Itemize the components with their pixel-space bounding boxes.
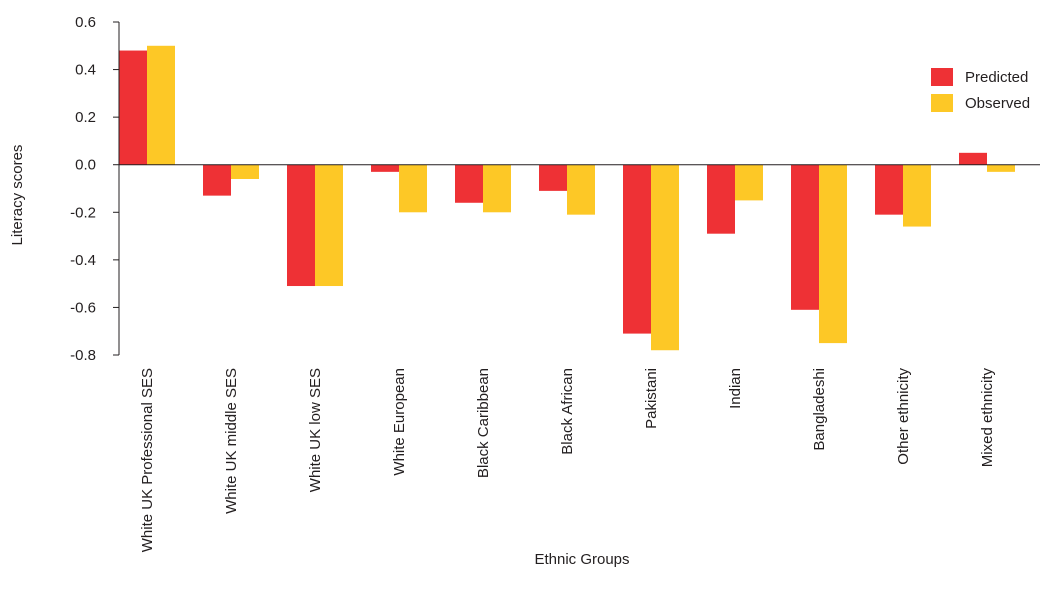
x-axis-title: Ethnic Groups xyxy=(534,551,629,568)
bar-predicted-1 xyxy=(203,164,231,196)
bar-predicted-10 xyxy=(959,152,987,165)
x-category-label: White European xyxy=(391,368,408,476)
x-category-label: White UK low SES xyxy=(307,368,324,492)
bar-predicted-5 xyxy=(539,164,567,191)
y-tick-label: -0.2 xyxy=(70,204,96,221)
x-category-label: Black African xyxy=(559,368,576,455)
bar-observed-9 xyxy=(903,164,931,227)
y-axis-title: Literacy scores xyxy=(9,145,26,246)
bar-predicted-8 xyxy=(791,164,819,310)
legend: Predicted Observed xyxy=(931,68,1030,112)
bars-group xyxy=(119,45,1015,351)
legend-swatch-observed xyxy=(931,94,953,112)
x-category-label: White UK Professional SES xyxy=(139,368,156,552)
bar-predicted-6 xyxy=(623,164,651,334)
x-category-label: Indian xyxy=(727,368,744,409)
bar-predicted-2 xyxy=(287,164,315,287)
bar-observed-2 xyxy=(315,164,343,287)
y-tick-label: 0.4 xyxy=(75,62,96,79)
bar-predicted-9 xyxy=(875,164,903,215)
x-category-label: Other ethnicity xyxy=(895,368,912,465)
bar-observed-3 xyxy=(399,164,427,213)
x-category-label: White UK middle SES xyxy=(223,368,240,514)
bar-predicted-3 xyxy=(371,164,399,172)
y-tick-label: -0.6 xyxy=(70,299,96,316)
bar-observed-1 xyxy=(231,164,259,179)
legend-label-observed: Observed xyxy=(965,95,1030,112)
y-tick-label: -0.8 xyxy=(70,347,96,364)
x-category-label: Black Caribbean xyxy=(475,368,492,478)
y-axis-ticks: 0.6 0.4 0.2 0.0 -0.2 -0.4 -0.6 -0.8 xyxy=(70,14,119,364)
bar-predicted-7 xyxy=(707,164,735,234)
legend-label-predicted: Predicted xyxy=(965,69,1028,86)
bar-observed-4 xyxy=(483,164,511,213)
bar-observed-7 xyxy=(735,164,763,201)
y-tick-label: -0.4 xyxy=(70,252,96,269)
bar-observed-0 xyxy=(147,45,175,165)
bar-predicted-0 xyxy=(119,50,147,165)
y-tick-label: 0.0 xyxy=(75,157,96,174)
x-category-label: Bangladeshi xyxy=(811,368,828,451)
x-category-label: Pakistani xyxy=(643,368,660,429)
x-axis-category-labels: White UK Professional SES White UK middle… xyxy=(139,368,996,553)
axes-group xyxy=(118,22,1040,355)
x-category-label: Mixed ethnicity xyxy=(979,368,996,468)
bar-observed-6 xyxy=(651,164,679,351)
bar-observed-10 xyxy=(987,164,1015,172)
bar-predicted-4 xyxy=(455,164,483,203)
y-tick-label: 0.6 xyxy=(75,14,96,31)
bar-observed-8 xyxy=(819,164,847,344)
legend-swatch-predicted xyxy=(931,68,953,86)
y-tick-label: 0.2 xyxy=(75,109,96,126)
bar-observed-5 xyxy=(567,164,595,215)
